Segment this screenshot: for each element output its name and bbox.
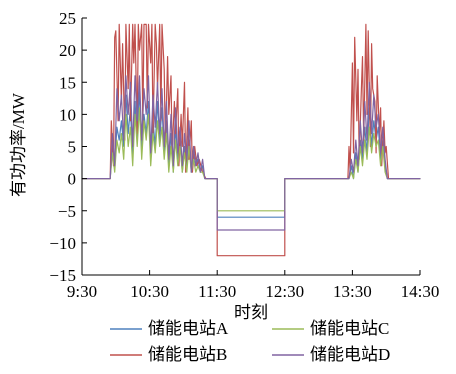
y-tick-label: 0 [68, 170, 77, 189]
plot-series [81, 23, 421, 257]
legend-item-1: 储能电站A [110, 319, 229, 338]
x-tick-label: 11:30 [198, 282, 236, 301]
legend-label: 储能电站B [148, 345, 227, 364]
legend-label: 储能电站A [148, 319, 229, 338]
plot-labels: 时刻 有功功率/MW [9, 92, 268, 322]
y-tick-label: 10 [59, 105, 76, 124]
y-tick-label: 5 [68, 138, 77, 157]
legend: 储能电站A 储能电站C 储能电站B 储能电站D [110, 319, 390, 364]
plot-axes: 25 20 15 10 5 0 −5 −10 −159:30 10:30 11:30 12:30 13:… [49, 9, 439, 301]
y-tick-label: 20 [59, 41, 76, 60]
series-line-3 [81, 107, 421, 212]
x-tick-label: 13:30 [333, 282, 372, 301]
x-tick-label: 10:30 [130, 282, 169, 301]
legend-item-3: 储能电站C [272, 319, 389, 338]
y-tick-label: −15 [49, 266, 76, 285]
x-axis-label: 时刻 [234, 303, 268, 322]
x-tick-label: 12:30 [265, 282, 304, 301]
y-tick-label: −5 [58, 202, 76, 221]
legend-label: 储能电站C [310, 319, 389, 338]
x-tick-label: 14:30 [401, 282, 440, 301]
y-tick-label: 15 [59, 73, 76, 92]
legend-label: 储能电站D [310, 345, 390, 364]
x-tick-label: 9:30 [67, 282, 97, 301]
y-axis-label: 有功功率/MW [9, 92, 28, 197]
y-tick-label: 25 [59, 9, 76, 28]
series-line-4 [81, 75, 421, 231]
series-line-2 [81, 23, 421, 257]
y-tick-label: −10 [49, 234, 76, 253]
legend-item-2: 储能电站B [110, 345, 227, 364]
legend-item-4: 储能电站D [272, 345, 390, 364]
